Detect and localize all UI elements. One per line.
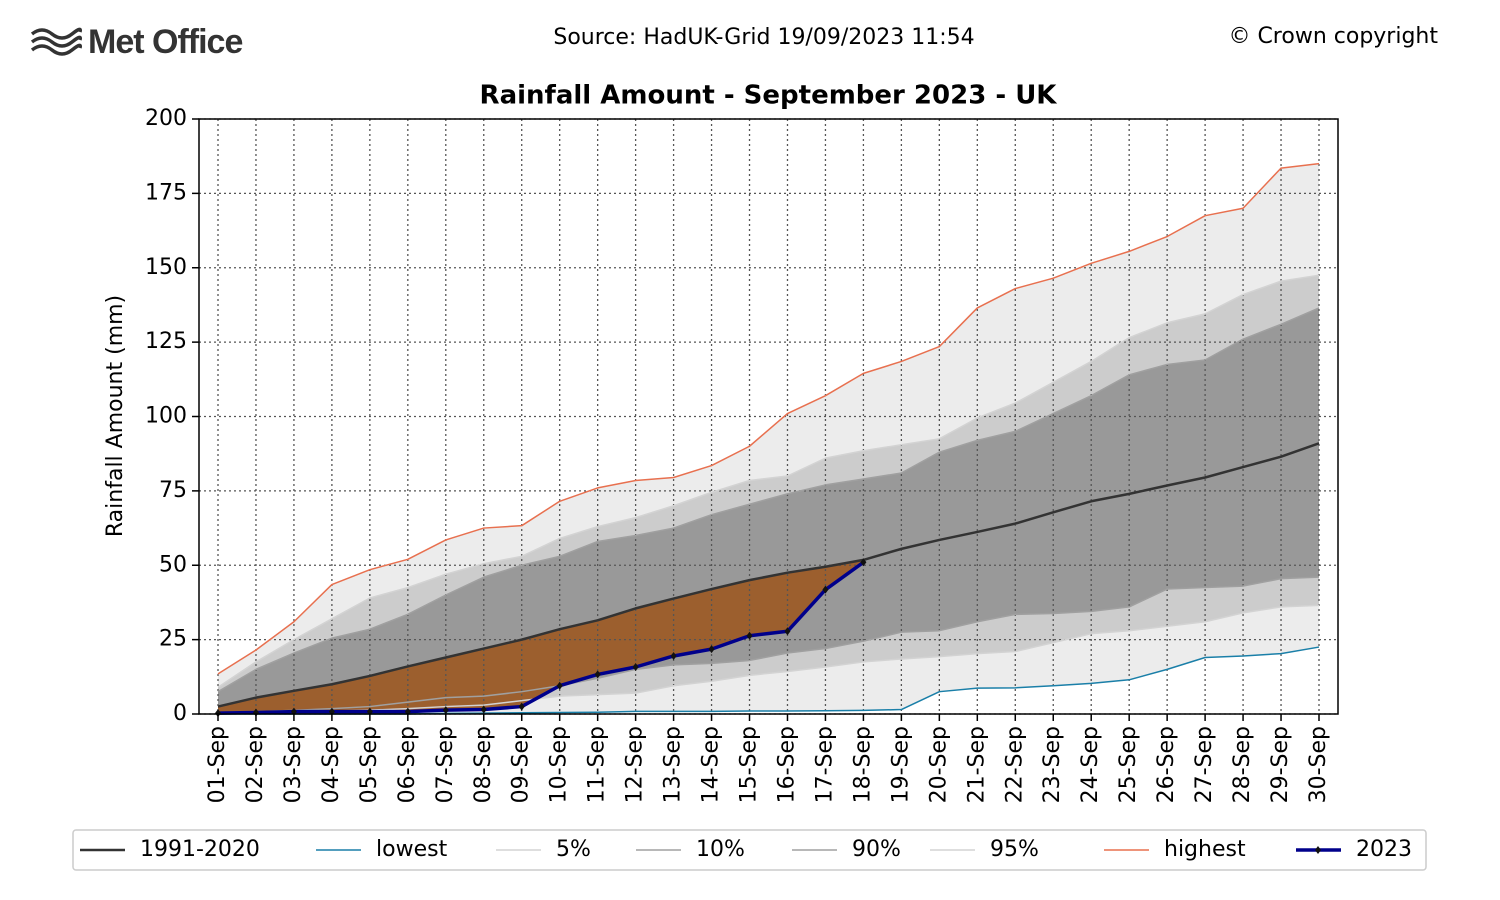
x-tick-label: 18-Sep — [850, 726, 875, 803]
legend-label: 95% — [990, 837, 1039, 862]
band — [218, 307, 1319, 713]
x-tick-label: 28-Sep — [1230, 726, 1255, 803]
y-axis-label: Rainfall Amount (mm) — [103, 295, 128, 537]
legend-label: 10% — [696, 837, 745, 862]
legend-label: 5% — [556, 837, 591, 862]
marker — [746, 631, 753, 640]
legend-box — [72, 829, 1427, 871]
y-tick-label: 100 — [145, 404, 187, 429]
y-tick-label: 175 — [145, 180, 187, 205]
y-tick-label: 25 — [159, 627, 187, 652]
legend-label: lowest — [376, 837, 448, 862]
marker — [822, 585, 829, 594]
chart-title: Rainfall Amount - September 2023 - UK — [480, 81, 1058, 111]
marker — [632, 662, 639, 671]
x-tick-label: 16-Sep — [774, 726, 799, 803]
series-line — [217, 604, 1320, 714]
x-tick-label: 12-Sep — [623, 726, 648, 803]
logo-text: Met Office — [88, 23, 242, 61]
marker — [784, 627, 791, 636]
series-line — [217, 442, 1320, 708]
x-tick-label: 07-Sep — [433, 726, 458, 803]
x-tick-label: 04-Sep — [319, 726, 344, 803]
x-tick-label: 30-Sep — [1306, 726, 1331, 803]
marker — [556, 681, 563, 690]
marker — [670, 651, 677, 660]
x-tick-label: 22-Sep — [1002, 726, 1027, 803]
copyright: © Crown copyright — [1228, 24, 1438, 49]
x-tick-label: 10-Sep — [547, 726, 572, 803]
logo-icon — [30, 27, 83, 56]
source: Source: HadUK-Grid 19/09/2023 11:54 — [553, 25, 974, 50]
x-tick-label: 14-Sep — [699, 726, 724, 803]
marker — [860, 558, 867, 567]
marker — [480, 705, 487, 714]
x-tick-label: 13-Sep — [661, 726, 686, 803]
marker — [518, 702, 525, 711]
x-tick-label: 15-Sep — [737, 726, 762, 803]
series-line — [217, 274, 1320, 688]
x-tick-label: 09-Sep — [509, 726, 534, 803]
series-line — [217, 162, 1320, 675]
legend-label: highest — [1164, 837, 1246, 862]
x-tick-label: 26-Sep — [1154, 726, 1179, 803]
x-tick-label: 02-Sep — [243, 726, 268, 803]
series-line — [217, 307, 1320, 693]
marker — [594, 670, 601, 679]
x-tick-label: 23-Sep — [1040, 726, 1065, 803]
x-tick-label: 24-Sep — [1078, 726, 1103, 803]
y-tick-label: 0 — [173, 701, 187, 726]
marker — [442, 706, 449, 715]
series-line — [217, 576, 1320, 714]
x-tick-label: 21-Sep — [964, 726, 989, 803]
legend-label: 1991-2020 — [140, 837, 260, 862]
y-tick-label: 50 — [159, 552, 187, 577]
y-tick-label: 75 — [159, 478, 187, 503]
x-tick-label: 03-Sep — [281, 726, 306, 803]
x-tick-label: 05-Sep — [357, 726, 382, 803]
y-tick-label: 150 — [145, 255, 187, 280]
x-tick-label: 19-Sep — [888, 726, 913, 803]
x-tick-label: 17-Sep — [812, 726, 837, 803]
x-tick-label: 29-Sep — [1268, 726, 1293, 803]
legend-label: 2023 — [1356, 837, 1412, 862]
x-tick-label: 27-Sep — [1192, 726, 1217, 803]
marker — [215, 709, 221, 718]
x-tick-label: 08-Sep — [471, 726, 496, 803]
legend-label: 90% — [852, 837, 901, 862]
legend-marker — [1315, 846, 1321, 854]
y-tick-label: 200 — [145, 106, 187, 131]
series-line — [217, 560, 865, 715]
marker — [708, 645, 715, 654]
x-tick-label: 20-Sep — [926, 726, 951, 803]
x-tick-label: 01-Sep — [205, 726, 230, 803]
x-tick-label: 25-Sep — [1116, 726, 1141, 803]
y-tick-label: 125 — [145, 329, 187, 354]
x-tick-label: 11-Sep — [585, 726, 610, 803]
x-tick-label: 06-Sep — [395, 726, 420, 803]
